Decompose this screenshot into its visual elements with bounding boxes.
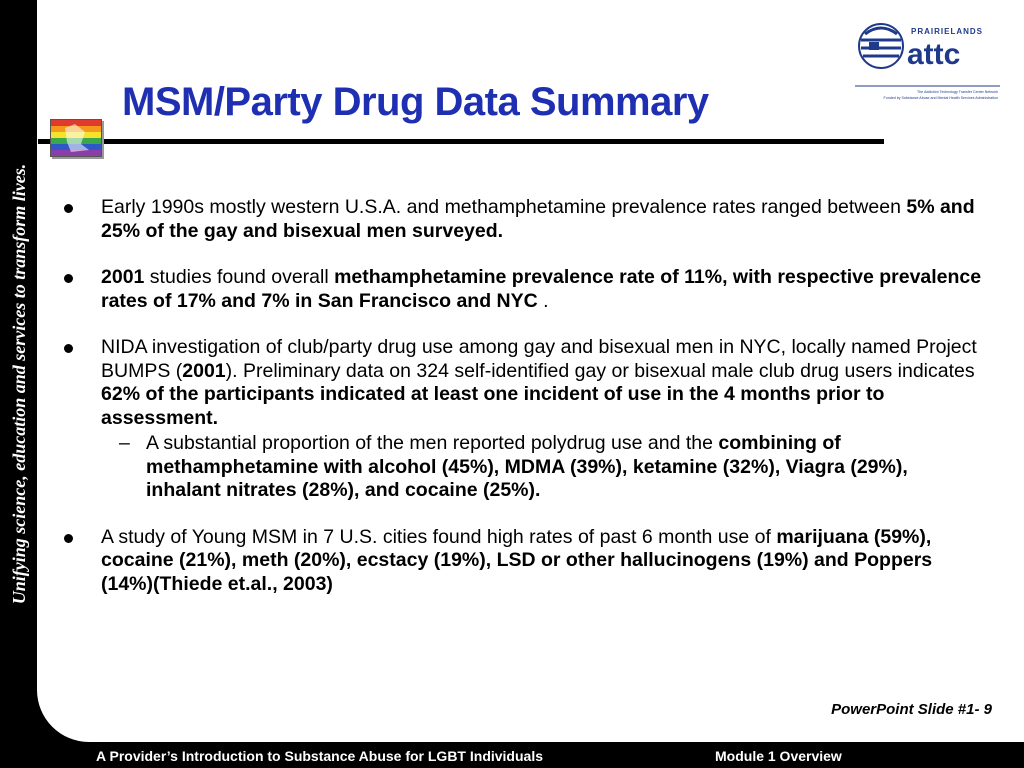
bullet-text: NIDA investigation of club/party drug us… — [101, 336, 977, 382]
bullet-bold-text: 62% of the participants indicated at lea… — [101, 383, 885, 429]
bullet-bold-text: methamphetamine prevalence rate of 11%, … — [101, 266, 982, 312]
bullet-list: Early 1990s mostly western U.S.A. and me… — [64, 196, 984, 596]
bullet-bold-text: 2001 — [101, 266, 145, 288]
left-frame-band — [0, 0, 37, 768]
bullet-bold-text: 2001 — [182, 359, 226, 382]
title-rule-stub — [38, 139, 50, 144]
bullet-text: A study of Young MSM in 7 U.S. cities fo… — [101, 525, 777, 548]
sub-bullet-text: A substantial proportion of the men repo… — [146, 432, 719, 454]
bullet-item: NIDA investigation of club/party drug us… — [64, 336, 984, 503]
bullet-dot-icon — [64, 204, 73, 213]
bullet-text: studies found overall — [144, 266, 335, 288]
bullet-dot-icon — [64, 274, 73, 283]
footer-band — [0, 742, 1024, 768]
slide-number: PowerPoint Slide #1- 9 — [831, 701, 992, 718]
prairielands-attc-logo: PRAIRIELANDS attc The Addiction Technolo… — [855, 16, 1000, 104]
bullet-dot-icon — [64, 533, 73, 543]
bullet-text: ). Preliminary data on 324 self-identifi… — [225, 359, 975, 382]
bullet-item: A study of Young MSM in 7 U.S. cities fo… — [64, 526, 984, 597]
title-rule — [88, 139, 884, 144]
bullet-bold-text: marijuana (59%), cocaine (21%), meth (20… — [101, 525, 933, 595]
footer-module: Module 1 Overview — [715, 748, 842, 764]
bullet-dot-icon — [64, 344, 73, 353]
sub-bullet-bold-text: combining of methamphetamine with alcoho… — [146, 432, 908, 501]
bullet-item: Early 1990s mostly western U.S.A. and me… — [64, 196, 984, 243]
bullet-item: 2001 studies found overall methamphetami… — [64, 266, 984, 313]
page-title: MSM/Party Drug Data Summary — [122, 80, 709, 124]
sidebar-tagline: Unifying science, education and services… — [9, 163, 29, 605]
rainbow-flag-icon — [50, 119, 102, 157]
bullet-bold-text: 5% and 25% of the gay and bisexual men s… — [101, 196, 975, 242]
logo-org-small: PRAIRIELANDS — [911, 27, 983, 36]
sub-bullet-dash: – — [119, 432, 130, 454]
logo-org: attc — [907, 38, 960, 71]
bullet-text: Early 1990s mostly western U.S.A. and me… — [101, 196, 907, 218]
sub-bullet-item: – A substantial proportion of the men re… — [101, 432, 984, 503]
logo-caption-1: The Addiction Technology Transfer Center… — [917, 90, 998, 94]
logo-caption-2: Funded by Substance Abuse and Mental Hea… — [884, 96, 998, 100]
bullet-text: . — [537, 289, 549, 312]
footer-course-title: A Provider’s Introduction to Substance A… — [96, 748, 544, 764]
